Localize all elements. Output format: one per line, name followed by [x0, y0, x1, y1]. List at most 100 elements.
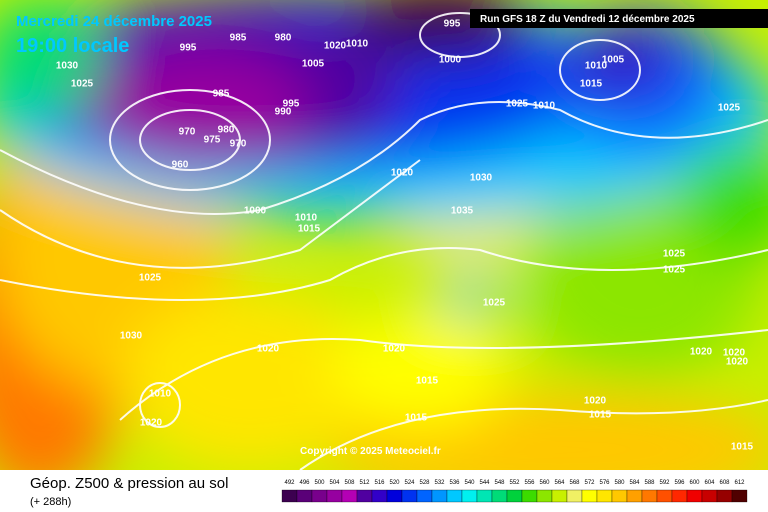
scale-swatch	[446, 489, 463, 503]
isobar-label: 1010	[585, 61, 608, 72]
footer-title: Géop. Z500 & pression au sol	[30, 475, 228, 492]
isobar-label: 995	[283, 99, 300, 110]
isobar-label: 990	[275, 107, 292, 118]
scale-swatch	[551, 489, 568, 503]
isobar-label: 1015	[580, 79, 603, 90]
scale-label: 564	[554, 480, 565, 486]
scale-swatch	[401, 489, 418, 503]
scale-swatch	[341, 489, 358, 503]
isobar-label: 1005	[302, 59, 325, 70]
isobar-label: 1000	[244, 206, 267, 217]
scale-label: 520	[389, 480, 400, 486]
scale-swatch	[491, 489, 508, 503]
scale-label: 568	[569, 480, 580, 486]
date-label: Mercredi 24 décembre 2025	[16, 13, 212, 30]
isobar-label: 1025	[71, 79, 94, 90]
isobar-label: 1010	[533, 101, 556, 112]
isobar-label: 1010	[149, 389, 172, 400]
isobar-label: 1005	[602, 55, 625, 66]
isobar-label: 1030	[470, 173, 493, 184]
isobar-label: 1015	[405, 413, 428, 424]
scale-swatch	[626, 489, 643, 503]
isobar-label: 1030	[56, 61, 79, 72]
isobar-label: 1020	[726, 357, 749, 368]
isobar-label: 1000	[439, 55, 462, 66]
scale-swatch	[686, 489, 703, 503]
isobar-label: 1025	[483, 298, 506, 309]
scale-label: 596	[674, 480, 685, 486]
time-label: 19:00 locale	[16, 35, 129, 57]
scale-label: 612	[734, 480, 745, 486]
scale-swatch	[371, 489, 388, 503]
isobar-label: 1025	[139, 273, 162, 284]
scale-label: 516	[374, 480, 385, 486]
scale-label: 548	[494, 480, 505, 486]
isobar-label: 1010	[295, 213, 318, 224]
scale-label: 556	[524, 480, 535, 486]
scale-label: 492	[284, 480, 295, 486]
scale-label: 496	[299, 480, 310, 486]
scale-swatch	[386, 489, 403, 503]
isobar-label: 1015	[416, 376, 439, 387]
scale-label: 588	[644, 480, 655, 486]
isobar-label: 1015	[589, 410, 612, 421]
footer-lead: (+ 288h)	[30, 496, 71, 508]
scale-label: 560	[539, 480, 550, 486]
scale-swatch	[476, 489, 493, 503]
isobar-label: 970	[179, 127, 196, 138]
scale-swatch	[671, 489, 688, 503]
scale-swatch	[431, 489, 448, 503]
isobar-label: 970	[230, 139, 247, 150]
scale-label: 592	[659, 480, 670, 486]
scale-swatch	[566, 489, 583, 503]
isobar-label: 1020	[257, 344, 280, 355]
isobar-label: 1020	[584, 396, 607, 407]
isobar-label: 1030	[120, 331, 143, 342]
scale-label: 528	[419, 480, 430, 486]
isobar-label: 1025	[506, 99, 529, 110]
isobar-label: 1020	[140, 418, 163, 429]
scale-swatch	[611, 489, 628, 503]
scale-label: 512	[359, 480, 370, 486]
scale-swatch	[701, 489, 718, 503]
scale-swatch	[416, 489, 433, 503]
scale-swatch	[731, 489, 748, 503]
isobar-label: 975	[204, 135, 221, 146]
scale-swatch	[521, 489, 538, 503]
scale-label: 544	[479, 480, 490, 486]
scale-swatch	[641, 489, 658, 503]
isobar-label: 1035	[451, 206, 474, 217]
scale-swatch	[311, 489, 328, 503]
isobar-label: 1015	[298, 224, 321, 235]
scale-swatch	[326, 489, 343, 503]
isobar-label: 980	[218, 125, 235, 136]
scale-swatch	[596, 489, 613, 503]
scale-swatch	[536, 489, 553, 503]
scale-label: 524	[404, 480, 415, 486]
scale-label: 508	[344, 480, 355, 486]
isobar-label: 1025	[663, 265, 686, 276]
isobar-label: 1020	[690, 347, 713, 358]
isobar-label: 980	[275, 33, 292, 44]
scale-swatch	[296, 489, 313, 503]
isobar-label: 960	[172, 160, 189, 171]
scale-label: 504	[329, 480, 340, 486]
scale-swatch	[281, 489, 298, 503]
scale-swatch	[461, 489, 478, 503]
isobar-label: 1020	[723, 348, 746, 359]
isobar-label: 1020	[383, 344, 406, 355]
scale-label: 552	[509, 480, 520, 486]
scale-label: 536	[449, 480, 460, 486]
isobar-label: 1020	[324, 41, 347, 52]
scale-label: 532	[434, 480, 445, 486]
scale-swatch	[506, 489, 523, 503]
isobar-label: 985	[213, 89, 230, 100]
scale-swatch	[581, 489, 598, 503]
color-scale: 492 496 500 504 508 512 516 520 524 528 532 536 540 5…	[281, 480, 748, 503]
scale-label: 604	[704, 480, 715, 486]
scale-swatch	[656, 489, 673, 503]
copyright: Copyright © 2025 Meteociel.fr	[300, 446, 441, 457]
